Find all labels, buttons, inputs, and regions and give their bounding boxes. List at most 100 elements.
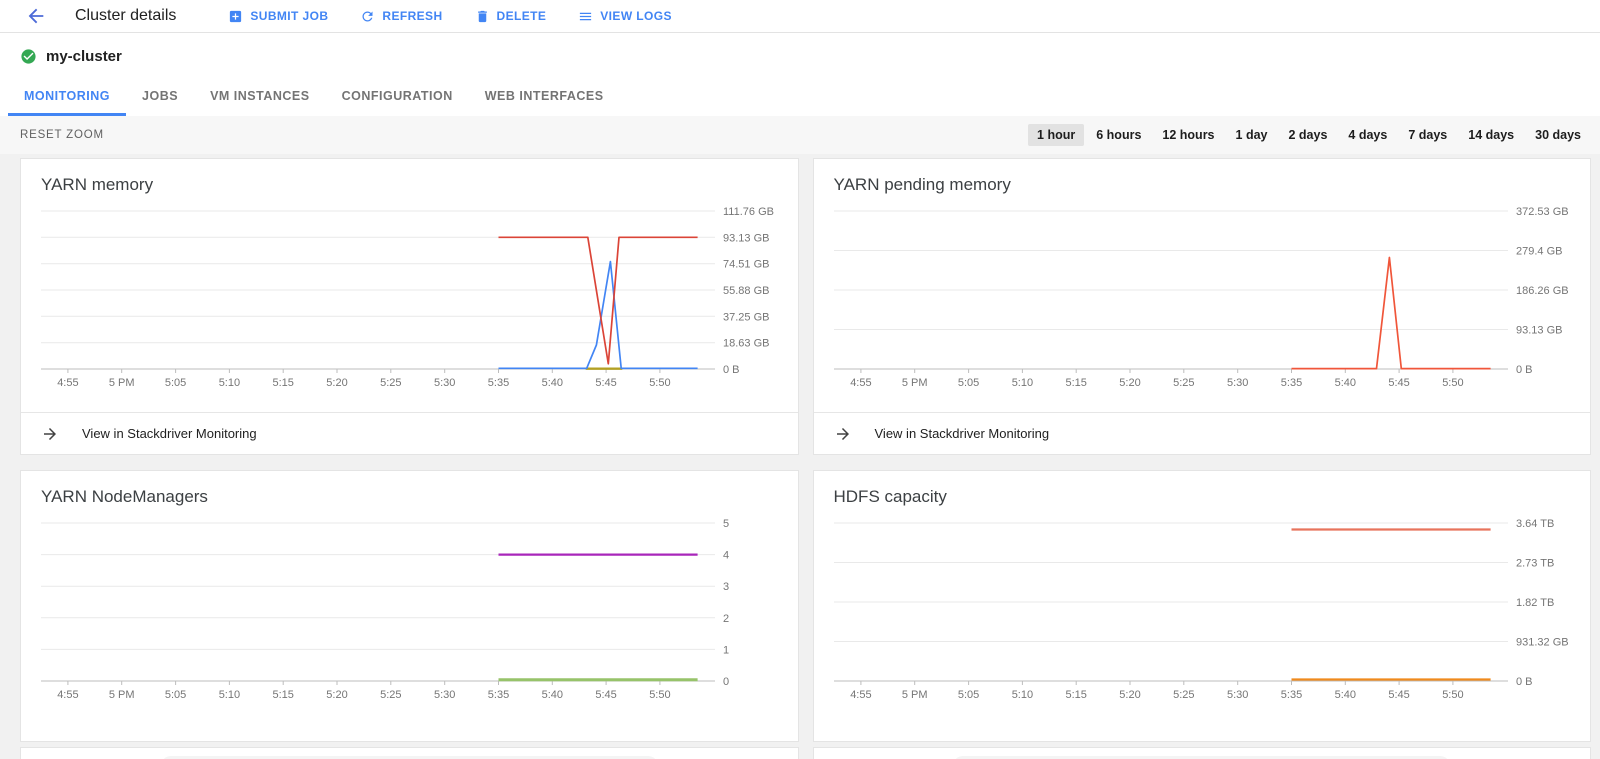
range-12-hours-button[interactable]: 12 hours (1153, 124, 1223, 146)
chart-card-yarn-nodemanagers: YARN NodeManagers 0 1 2 3 4 5 4:55 5 PM 5:05 5:10… (20, 470, 799, 742)
svg-text:18.63 GB: 18.63 GB (723, 338, 769, 350)
svg-text:4:55: 4:55 (57, 377, 78, 389)
svg-text:5:20: 5:20 (1119, 689, 1140, 701)
svg-text:4:55: 4:55 (850, 377, 871, 389)
svg-text:5:50: 5:50 (649, 689, 670, 701)
tab-vm-instances[interactable]: VM INSTANCES (194, 79, 326, 116)
svg-text:5:10: 5:10 (1011, 689, 1032, 701)
chart-title: YARN memory (41, 175, 154, 194)
hdfs-capacity-plot[interactable]: 0 B 931.32 GB 1.82 TB 2.73 TB 3.64 TB 4:55 5 P… (832, 513, 1572, 709)
tab-configuration[interactable]: CONFIGURATION (326, 79, 469, 116)
chart-row-3-partial (20, 747, 1591, 759)
arrow-right-icon (44, 427, 56, 440)
tab-bar: MONITORING JOBS VM INSTANCES CONFIGURATION W… (0, 79, 1600, 116)
delete-button[interactable]: DELETE (475, 9, 547, 24)
svg-text:5:25: 5:25 (1173, 689, 1194, 701)
svg-text:5:50: 5:50 (1442, 689, 1463, 701)
svg-text:0 B: 0 B (1516, 364, 1533, 376)
add-box-icon (230, 10, 242, 22)
svg-text:5: 5 (723, 518, 729, 530)
tab-monitoring[interactable]: MONITORING (8, 79, 127, 116)
svg-text:5 PM: 5 PM (109, 689, 135, 701)
svg-text:3: 3 (723, 581, 729, 593)
range-4-days-button[interactable]: 4 days (1339, 124, 1396, 146)
time-range-group: 1 hour 6 hours 12 hours 1 day 2 days 4 days 7 … (1028, 124, 1590, 146)
view-logs-icon (580, 12, 592, 20)
svg-text:5:35: 5:35 (488, 377, 509, 389)
stackdriver-link-label: View in Stackdriver Monitoring (82, 426, 257, 441)
svg-text:5:15: 5:15 (1065, 689, 1086, 701)
yarn-nodemanagers-plot[interactable]: 0 1 2 3 4 5 4:55 5 PM 5:05 5:10 5:15 5:20 5:25 5:30 5:… (39, 513, 779, 709)
svg-text:186.26 GB: 186.26 GB (1516, 285, 1569, 297)
cluster-name: my-cluster (46, 47, 122, 65)
chart-row-2: YARN NodeManagers 0 1 2 3 4 5 4:55 5 PM 5:05 5:10… (20, 470, 1591, 742)
reset-zoom-button[interactable]: RESET ZOOM (20, 129, 104, 141)
appbar-actions: SUBMIT JOB REFRESH DELETE VIEW LOGS (228, 9, 672, 24)
range-1-day-button[interactable]: 1 day (1227, 124, 1277, 146)
chart-title: YARN NodeManagers (41, 487, 208, 506)
yarn-memory-plot[interactable]: 0 B 18.63 GB 37.25 GB 55.88 GB 74.51 GB 93.13… (39, 201, 779, 397)
range-7-days-button[interactable]: 7 days (1399, 124, 1456, 146)
svg-text:93.13 GB: 93.13 GB (1516, 325, 1562, 337)
svg-text:5:25: 5:25 (380, 689, 401, 701)
svg-text:5:15: 5:15 (272, 377, 293, 389)
chart-title: YARN pending memory (833, 175, 1011, 194)
svg-text:5:10: 5:10 (219, 377, 240, 389)
chart-toolbar: RESET ZOOM 1 hour 6 hours 12 hours 1 day 2 d… (0, 116, 1600, 154)
yarn-pending-memory-plot[interactable]: 0 B 93.13 GB 186.26 GB 279.4 GB 372.53 GB 4:5… (832, 201, 1572, 397)
svg-text:5:30: 5:30 (434, 377, 455, 389)
range-1-hour-button[interactable]: 1 hour (1028, 124, 1085, 146)
svg-text:5:15: 5:15 (272, 689, 293, 701)
range-2-days-button[interactable]: 2 days (1279, 124, 1336, 146)
range-30-days-button[interactable]: 30 days (1526, 124, 1590, 146)
svg-text:5:05: 5:05 (165, 377, 186, 389)
chart-card-yarn-memory: YARN memory 0 B 18.63 GB 37.25 GB 55.88 GB 7… (20, 158, 799, 455)
svg-text:5:05: 5:05 (957, 377, 978, 389)
range-14-days-button[interactable]: 14 days (1459, 124, 1523, 146)
app-bar: Cluster details SUBMIT JOB REFRESH DELETE V… (0, 0, 1600, 33)
tab-web-interfaces[interactable]: WEB INTERFACES (469, 79, 620, 116)
svg-text:0 B: 0 B (723, 364, 740, 376)
svg-text:5:25: 5:25 (380, 377, 401, 389)
stackdriver-link[interactable]: View in Stackdriver Monitoring (21, 412, 798, 454)
svg-text:5:10: 5:10 (1011, 377, 1032, 389)
loading-card (812, 747, 1591, 759)
svg-text:5:30: 5:30 (434, 689, 455, 701)
svg-text:5:40: 5:40 (1334, 377, 1355, 389)
svg-text:5:30: 5:30 (1226, 689, 1247, 701)
cluster-header: my-cluster (0, 33, 1600, 79)
stackdriver-link-label: View in Stackdriver Monitoring (874, 426, 1050, 441)
chart-title: HDFS capacity (833, 487, 947, 506)
svg-text:5:15: 5:15 (1065, 377, 1086, 389)
svg-text:5:45: 5:45 (595, 377, 616, 389)
svg-text:1: 1 (723, 644, 729, 656)
svg-text:37.25 GB: 37.25 GB (723, 311, 769, 323)
stackdriver-link[interactable]: View in Stackdriver Monitoring (813, 412, 1590, 454)
svg-text:5:40: 5:40 (1334, 689, 1355, 701)
svg-text:74.51 GB: 74.51 GB (723, 259, 769, 271)
loading-placeholder (160, 756, 658, 759)
submit-job-button[interactable]: SUBMIT JOB (228, 9, 328, 24)
svg-text:5:40: 5:40 (542, 377, 563, 389)
svg-text:4:55: 4:55 (57, 689, 78, 701)
svg-text:5:30: 5:30 (1226, 377, 1247, 389)
loading-card (20, 747, 799, 759)
chart-card-yarn-pending-memory: YARN pending memory 0 B 93.13 GB 186.26 GB… (812, 158, 1591, 455)
svg-text:5:45: 5:45 (1388, 689, 1409, 701)
svg-text:931.32 GB: 931.32 GB (1516, 637, 1569, 649)
view-logs-button[interactable]: VIEW LOGS (578, 9, 672, 24)
refresh-icon (362, 11, 373, 21)
svg-text:5:20: 5:20 (326, 689, 347, 701)
refresh-button[interactable]: REFRESH (360, 9, 442, 24)
svg-text:93.13 GB: 93.13 GB (723, 232, 769, 244)
svg-text:5:05: 5:05 (957, 689, 978, 701)
chart-card-hdfs-capacity: HDFS capacity 0 B 931.32 GB 1.82 TB 2.73 TB… (812, 470, 1591, 742)
svg-text:5 PM: 5 PM (901, 377, 927, 389)
range-6-hours-button[interactable]: 6 hours (1087, 124, 1150, 146)
svg-text:5:40: 5:40 (542, 689, 563, 701)
tab-jobs[interactable]: JOBS (126, 79, 194, 116)
loading-placeholder (953, 756, 1451, 759)
back-button[interactable] (24, 4, 48, 28)
svg-text:5:20: 5:20 (326, 377, 347, 389)
svg-text:279.4 GB: 279.4 GB (1516, 246, 1562, 258)
